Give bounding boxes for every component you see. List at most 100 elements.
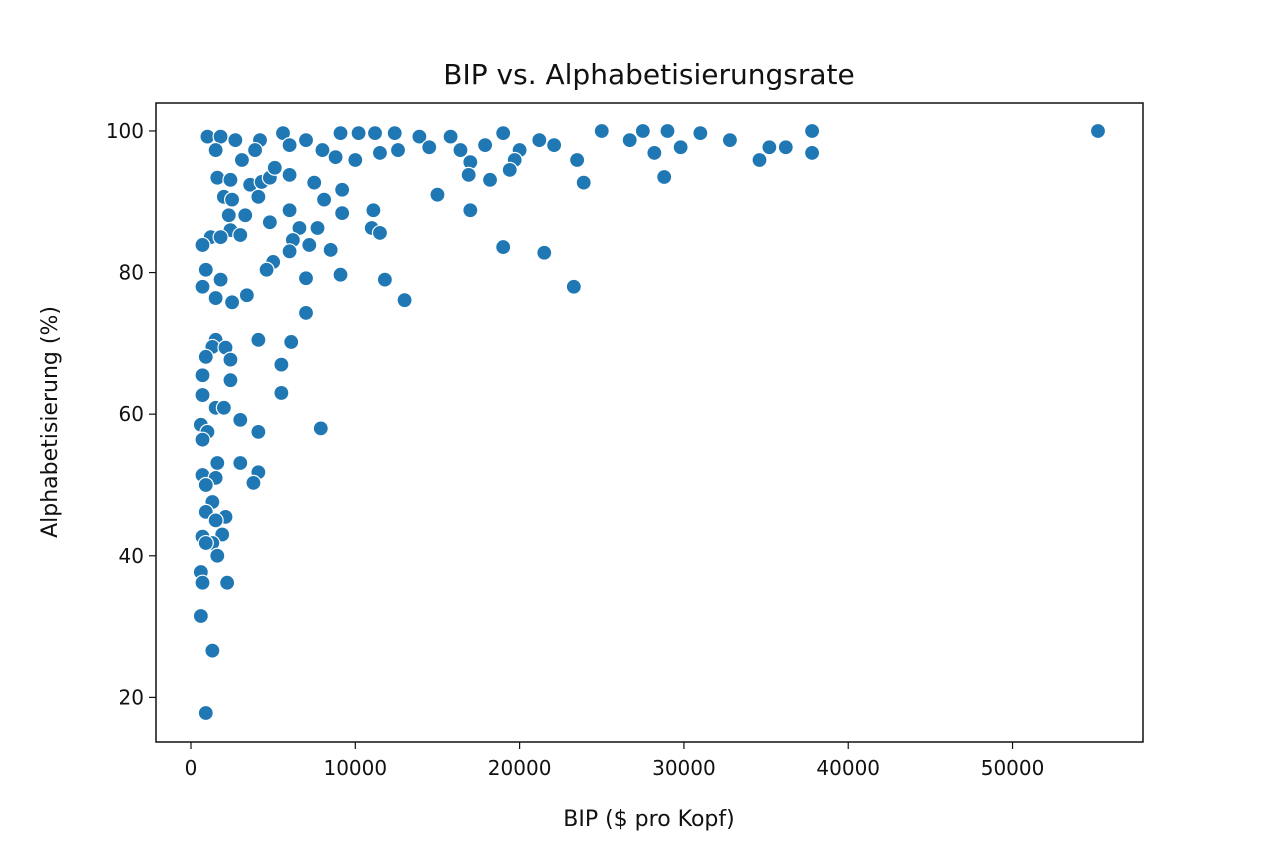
y-tick-label: 100 bbox=[106, 119, 144, 143]
data-point bbox=[219, 574, 236, 591]
y-axis: 20 40 60 80 100 bbox=[106, 119, 156, 709]
data-point bbox=[386, 124, 403, 142]
data-point bbox=[621, 132, 638, 149]
data-point bbox=[593, 122, 610, 140]
data-point bbox=[245, 474, 262, 491]
data-point bbox=[212, 128, 229, 145]
data-point bbox=[250, 188, 267, 205]
data-point bbox=[429, 186, 446, 203]
data-point bbox=[332, 124, 349, 142]
data-point bbox=[207, 512, 224, 529]
data-point bbox=[266, 159, 283, 176]
data-point bbox=[371, 144, 389, 162]
data-point bbox=[365, 202, 382, 219]
data-point bbox=[258, 261, 275, 278]
data-point bbox=[281, 166, 298, 183]
data-point bbox=[194, 386, 211, 404]
data-point bbox=[194, 574, 211, 591]
data-point bbox=[309, 219, 326, 237]
data-point bbox=[204, 642, 221, 659]
data-point bbox=[215, 399, 232, 416]
data-point bbox=[411, 128, 428, 145]
data-point bbox=[751, 151, 768, 169]
data-point bbox=[281, 243, 298, 260]
data-point bbox=[501, 161, 518, 179]
data-point bbox=[721, 132, 739, 149]
data-point bbox=[273, 384, 290, 402]
data-points bbox=[192, 122, 1107, 722]
data-point bbox=[536, 244, 553, 261]
data-point bbox=[442, 128, 459, 145]
data-point bbox=[334, 181, 351, 198]
data-point bbox=[495, 238, 512, 256]
data-point bbox=[322, 241, 339, 259]
y-tick-label: 80 bbox=[119, 261, 144, 285]
data-point bbox=[350, 124, 367, 142]
data-point bbox=[209, 454, 226, 472]
data-point bbox=[371, 224, 389, 242]
data-point bbox=[222, 351, 239, 368]
y-axis-label: Alphabetisierung (%) bbox=[38, 306, 63, 538]
data-point bbox=[232, 454, 249, 472]
data-point bbox=[301, 236, 318, 254]
y-tick-label: 20 bbox=[119, 685, 144, 709]
data-point bbox=[222, 372, 239, 389]
data-point bbox=[312, 420, 329, 437]
data-point bbox=[376, 271, 393, 288]
data-point bbox=[250, 423, 267, 440]
data-point bbox=[197, 476, 214, 494]
data-point bbox=[233, 151, 251, 169]
data-point bbox=[197, 704, 214, 722]
data-point bbox=[246, 141, 264, 159]
y-tick-label: 60 bbox=[119, 402, 144, 426]
data-point bbox=[531, 132, 548, 149]
x-tick-label: 0 bbox=[185, 756, 198, 780]
data-point bbox=[194, 278, 211, 295]
x-tick-label: 30000 bbox=[652, 756, 716, 780]
data-point bbox=[297, 270, 315, 287]
plot-frame bbox=[155, 102, 1144, 743]
data-point bbox=[232, 411, 249, 428]
x-axis: 0 10000 20000 30000 40000 50000 bbox=[185, 742, 1044, 780]
data-point bbox=[238, 287, 255, 304]
data-point bbox=[569, 151, 586, 169]
data-point bbox=[761, 139, 778, 156]
data-point bbox=[315, 191, 333, 208]
data-point bbox=[334, 204, 351, 222]
data-point bbox=[283, 333, 300, 351]
data-point bbox=[232, 226, 249, 244]
data-point bbox=[261, 214, 278, 231]
x-tick-label: 40000 bbox=[816, 756, 880, 780]
data-point bbox=[481, 171, 499, 188]
data-point bbox=[297, 132, 315, 149]
data-point bbox=[281, 137, 298, 154]
data-point bbox=[237, 207, 254, 224]
x-tick-label: 10000 bbox=[323, 756, 387, 780]
data-point bbox=[197, 261, 214, 278]
data-point bbox=[297, 304, 315, 322]
data-point bbox=[197, 348, 214, 365]
data-point bbox=[220, 207, 237, 224]
data-point bbox=[575, 174, 592, 191]
data-point bbox=[197, 534, 214, 552]
data-point bbox=[314, 141, 331, 159]
data-point bbox=[462, 202, 479, 219]
data-point bbox=[777, 139, 794, 156]
data-point bbox=[223, 191, 241, 208]
data-point bbox=[656, 168, 673, 186]
data-point bbox=[306, 174, 323, 191]
data-point bbox=[692, 124, 709, 142]
data-point bbox=[546, 137, 563, 154]
x-axis-label: BIP ($ pro Kopf) bbox=[563, 807, 734, 832]
data-point bbox=[327, 149, 344, 166]
data-point bbox=[634, 122, 651, 140]
data-point bbox=[421, 139, 438, 156]
data-point bbox=[209, 169, 226, 186]
data-point bbox=[194, 236, 211, 254]
data-point bbox=[347, 151, 364, 169]
y-tick-label: 40 bbox=[119, 544, 144, 568]
data-point bbox=[396, 292, 413, 309]
data-point bbox=[477, 137, 494, 154]
data-point bbox=[646, 144, 663, 162]
